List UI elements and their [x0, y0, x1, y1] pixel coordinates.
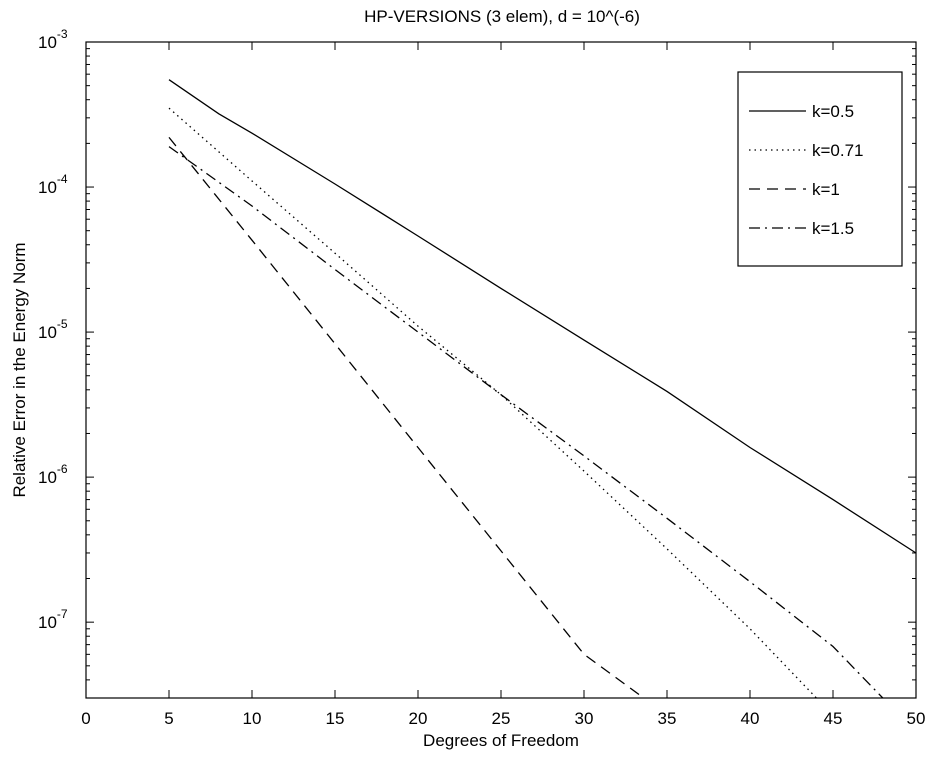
legend-box — [737, 71, 903, 267]
y-axis-label: Relative Error in the Energy Norm — [10, 242, 29, 497]
y-tick-label: 10-7 — [38, 607, 68, 632]
legend: k=0.5 k=0.71 k=1 k=1.5 — [737, 71, 903, 267]
series-line-k=0.71 — [168, 107, 817, 699]
series-line-k=1.5 — [168, 146, 884, 699]
series-layer — [168, 79, 917, 699]
x-tick-label: 25 — [492, 709, 511, 728]
x-tick-label: 40 — [741, 709, 760, 728]
x-tick-label: 5 — [164, 709, 173, 728]
legend-label: k=0.5 — [812, 102, 854, 121]
y-tick-label: 10-5 — [38, 317, 68, 342]
y-tick-label: 10-4 — [38, 172, 68, 197]
series-line-k=0.5 — [168, 79, 917, 554]
series-line-k=1 — [168, 136, 645, 699]
x-axis-label: Degrees of Freedom — [423, 731, 579, 750]
x-tick-label: 35 — [658, 709, 677, 728]
x-tick-label: 50 — [907, 709, 926, 728]
x-tick-label: 0 — [81, 709, 90, 728]
x-tick-label: 15 — [326, 709, 345, 728]
y-tick-label: 10-3 — [38, 27, 68, 52]
x-tick-label: 20 — [409, 709, 428, 728]
x-tick-label: 30 — [575, 709, 594, 728]
chart-title: HP-VERSIONS (3 elem), d = 10^(-6) — [364, 7, 640, 26]
legend-label: k=1.5 — [812, 219, 854, 238]
x-tick-label: 10 — [243, 709, 262, 728]
legend-label: k=1 — [812, 180, 840, 199]
legend-label: k=0.71 — [812, 141, 864, 160]
y-tick-label: 10-6 — [38, 462, 68, 487]
x-tick-label: 45 — [824, 709, 843, 728]
x-axis: 0 5 10 15 20 25 30 35 40 45 50 — [81, 42, 925, 728]
